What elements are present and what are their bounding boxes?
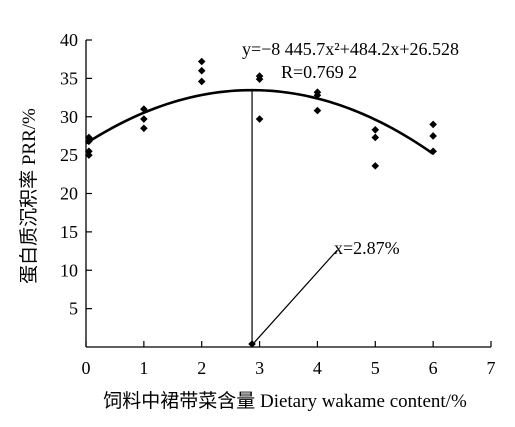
- data-point: [85, 137, 93, 146]
- data-points: [85, 57, 437, 348]
- x-axis-title: 饲料中裙带菜含量 Dietary wakame content/%: [103, 390, 467, 412]
- tick-labels: 0 1 2 3 4 5 6 7 5 10 15 20 25 30 35 40: [60, 30, 496, 378]
- x-tick-label: 3: [255, 358, 264, 378]
- y-tick-label: 5: [69, 299, 78, 319]
- x-tick-label: 6: [429, 358, 438, 378]
- x-tick-label: 4: [313, 358, 322, 378]
- data-point: [313, 106, 322, 115]
- y-tick-label: 15: [60, 222, 78, 242]
- data-point: [85, 133, 93, 142]
- y-tick-label: 30: [60, 107, 78, 127]
- plot-area: 0 1 2 3 4 5 6 7 5 10 15 20 25 30 35 40: [60, 30, 496, 378]
- data-point: [371, 125, 380, 134]
- data-point: [85, 151, 93, 159]
- x-tick-label: 5: [371, 358, 380, 378]
- optimum-label: x=2.87%: [334, 238, 400, 258]
- data-point: [197, 57, 206, 66]
- y-tick-label: 20: [60, 184, 78, 204]
- data-point: [371, 162, 380, 170]
- y-axis-title: 蛋白质沉积率 PRR/%: [18, 108, 40, 284]
- x-tick-label: 0: [82, 358, 91, 378]
- y-tick-label: 10: [60, 260, 78, 280]
- data-point: [255, 75, 264, 83]
- data-point: [429, 120, 437, 129]
- y-tick-label: 40: [60, 30, 78, 50]
- data-point: [140, 124, 148, 133]
- fit-equation: y=−8 445.7x²+484.2x+26.528: [242, 39, 459, 59]
- data-point: [140, 105, 148, 113]
- data-point: [313, 91, 322, 100]
- data-point: [429, 132, 437, 140]
- fit-r-value: R=0.769 2: [281, 62, 357, 82]
- x-tick-label: 2: [197, 358, 206, 378]
- data-point: [197, 66, 206, 75]
- data-point: [140, 115, 148, 123]
- data-point: [429, 147, 437, 156]
- data-point: [85, 147, 93, 156]
- optimum-marker: [248, 340, 256, 348]
- y-tick-label: 35: [60, 68, 78, 88]
- data-point: [197, 77, 206, 86]
- data-point: [371, 133, 380, 142]
- data-point: [255, 115, 264, 123]
- x-tick-label: 7: [487, 358, 496, 378]
- optimum-pointer-line: [251, 249, 338, 346]
- ticks: [85, 39, 492, 347]
- y-tick-label: 25: [60, 145, 78, 165]
- x-tick-label: 1: [139, 358, 148, 378]
